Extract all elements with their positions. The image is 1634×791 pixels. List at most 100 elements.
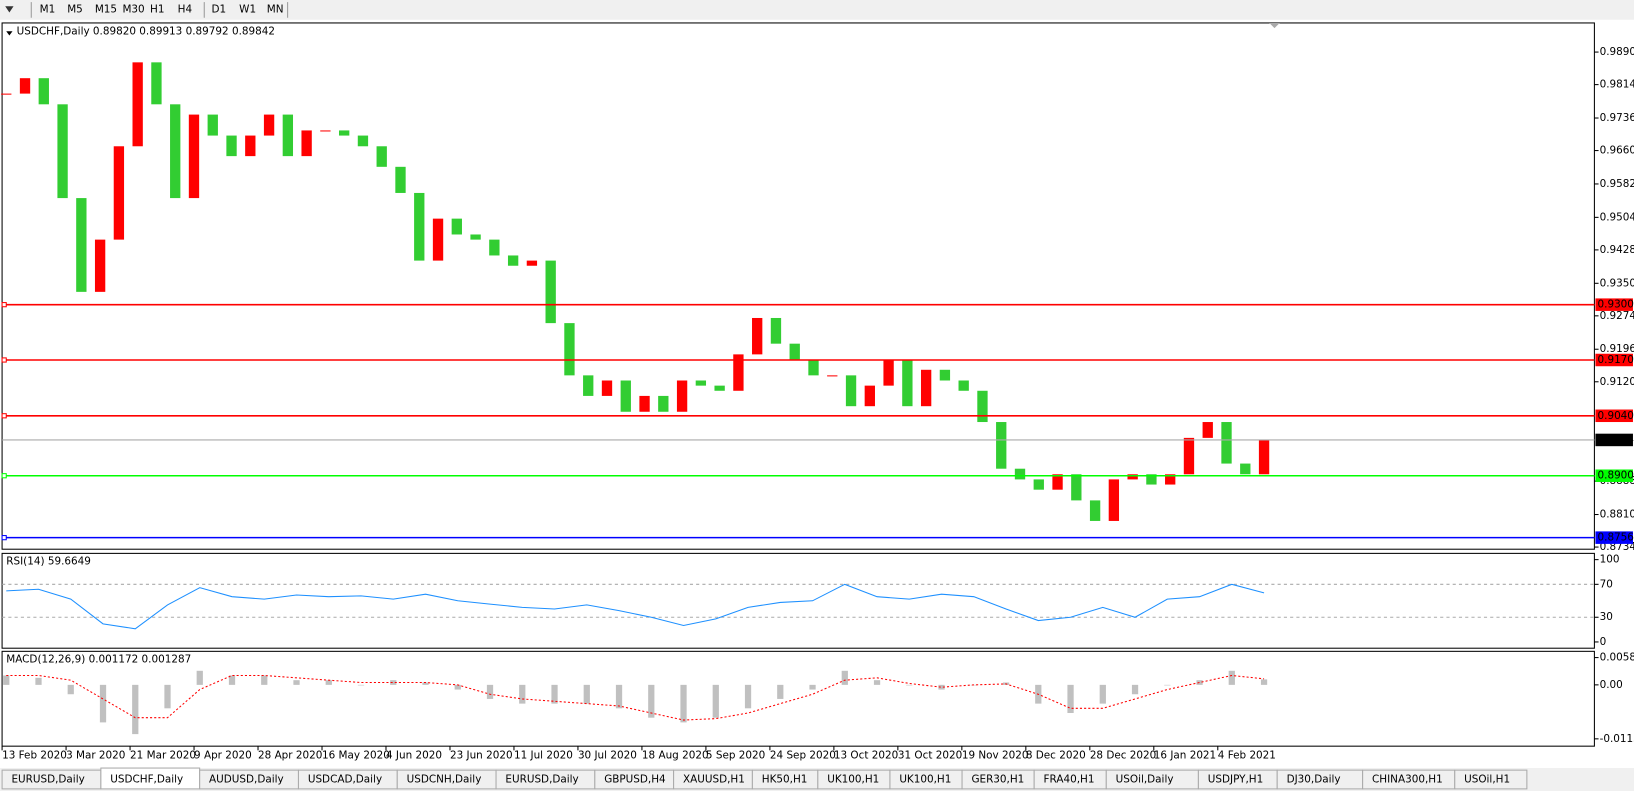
- candle: [76, 198, 87, 292]
- candle: [864, 385, 875, 407]
- timeframe-button[interactable]: M1: [40, 3, 56, 15]
- candle: [1127, 474, 1138, 480]
- candle: [545, 260, 556, 324]
- tab[interactable]: [1454, 769, 1528, 790]
- level-label: 0.93001: [1598, 299, 1634, 311]
- timeframe-button[interactable]: MN: [267, 3, 284, 15]
- y-tick-label: 70: [1600, 578, 1613, 590]
- candle: [263, 114, 275, 136]
- timeframe-button[interactable]: M30: [122, 3, 144, 15]
- candle: [507, 255, 519, 266]
- x-tick-label: 11 Jul 2020: [514, 750, 573, 762]
- rsi-title: RSI(14) 59.6649: [6, 556, 91, 568]
- tab-label[interactable]: USDCAD,Daily: [308, 774, 382, 786]
- tab-label[interactable]: AUDUSD,Daily: [209, 774, 284, 786]
- y-tick-label: 0.96600: [1600, 145, 1634, 157]
- macd-bar: [841, 670, 848, 685]
- macd-bar: [551, 684, 558, 704]
- x-tick-label: 24 Sep 2020: [770, 750, 836, 762]
- candle: [19, 78, 31, 94]
- timeframe-button[interactable]: M5: [67, 3, 83, 15]
- x-tick-label: 13 Feb 2020: [2, 750, 67, 762]
- tab-label[interactable]: USDJPY,H1: [1208, 774, 1263, 786]
- y-tick-label: 0.91960: [1600, 343, 1634, 355]
- candle: [827, 375, 838, 377]
- x-tick-label: 4 Jun 2020: [386, 750, 442, 762]
- toolbar: [0, 0, 1634, 20]
- tab-label[interactable]: DJ30,Daily: [1287, 774, 1341, 786]
- x-tick-label: 16 Jan 2021: [1154, 750, 1216, 762]
- y-tick-label: 0.91200: [1600, 376, 1634, 388]
- tab-label[interactable]: USOil,Daily: [1116, 774, 1174, 786]
- shift-marker: [1269, 22, 1280, 29]
- candle: [57, 104, 68, 199]
- level-label: 0.89006: [1598, 470, 1634, 482]
- candle: [1221, 422, 1232, 464]
- macd-bar: [809, 684, 816, 690]
- y-tick-label: 0.97360: [1600, 112, 1634, 124]
- candle: [770, 317, 782, 344]
- tab-label[interactable]: EURUSD,Daily: [11, 774, 84, 786]
- candle: [526, 260, 538, 266]
- candle: [902, 359, 913, 407]
- candle: [1108, 479, 1120, 521]
- timeframe-button[interactable]: D1: [212, 3, 227, 15]
- tab-label[interactable]: FRA40,H1: [1044, 774, 1095, 786]
- macd-bar: [293, 680, 300, 685]
- timeframe-button[interactable]: M15: [95, 3, 117, 15]
- y-tick-label: 0.95820: [1600, 178, 1634, 190]
- candle: [132, 62, 143, 147]
- x-tick-label: 3 Mar 2020: [66, 750, 125, 762]
- tab-label[interactable]: UK100,H1: [827, 774, 879, 786]
- candle: [470, 234, 481, 240]
- candle: [1165, 474, 1176, 485]
- candle: [920, 369, 932, 407]
- chart-header: USDCHF,Daily 0.89820 0.89913 0.89792 0.8…: [17, 25, 275, 37]
- rsi-pane: [1, 552, 1595, 649]
- candle: [958, 380, 969, 391]
- candle: [620, 380, 631, 412]
- menu-arrow[interactable]: [5, 6, 14, 13]
- x-tick-label: 9 Apr 2020: [194, 750, 252, 762]
- macd-bar: [357, 684, 365, 686]
- chart-arrow: [6, 31, 13, 36]
- tab-label[interactable]: GBPUSD,H4: [604, 774, 666, 786]
- x-tick-label: 8 Dec 2020: [1026, 750, 1086, 762]
- y-tick-label: 0.93500: [1600, 277, 1634, 289]
- macd-bar: [519, 684, 526, 704]
- timeframe-button[interactable]: W1: [239, 3, 256, 15]
- candle: [845, 375, 857, 407]
- tab-label[interactable]: CHINA300,H1: [1372, 774, 1443, 786]
- candle: [170, 104, 181, 199]
- candle: [1052, 474, 1063, 490]
- tab-label[interactable]: EURUSD,Daily: [505, 774, 578, 786]
- level-label-box: [1595, 409, 1633, 423]
- timeframe-button[interactable]: H1: [150, 3, 164, 15]
- tab-label[interactable]: GER30,H1: [971, 774, 1024, 786]
- macd-pane: [1, 650, 1595, 747]
- tab-label[interactable]: XAUUSD,H1: [683, 774, 745, 786]
- tab-label[interactable]: USDCHF,Daily: [110, 774, 183, 786]
- tab-label[interactable]: HK50,H1: [762, 774, 808, 786]
- candle: [752, 317, 763, 355]
- candle: [395, 166, 406, 193]
- x-tick-label: 13 Oct 2020: [834, 750, 898, 762]
- tab-label[interactable]: UK100,H1: [899, 774, 951, 786]
- bid-label: 0.89842: [1598, 434, 1634, 446]
- tab-label[interactable]: USDCNH,Daily: [407, 774, 482, 786]
- level-label-box: [1595, 531, 1633, 544]
- macd-bar: [454, 684, 461, 690]
- candle: [38, 78, 49, 105]
- candle: [320, 130, 331, 132]
- macd-bar: [873, 680, 881, 685]
- level-label-box: [1595, 353, 1633, 367]
- timeframe-button[interactable]: H4: [178, 3, 193, 15]
- macd-bar: [583, 684, 590, 704]
- y-tick-label: 0.98900: [1600, 46, 1634, 58]
- candle: [658, 395, 669, 412]
- candle: [282, 114, 294, 157]
- macd-bar: [422, 682, 429, 685]
- macd-bar: [1228, 670, 1235, 685]
- tab-label[interactable]: USOil,H1: [1464, 774, 1510, 786]
- x-tick-label: 28 Apr 2020: [258, 750, 322, 762]
